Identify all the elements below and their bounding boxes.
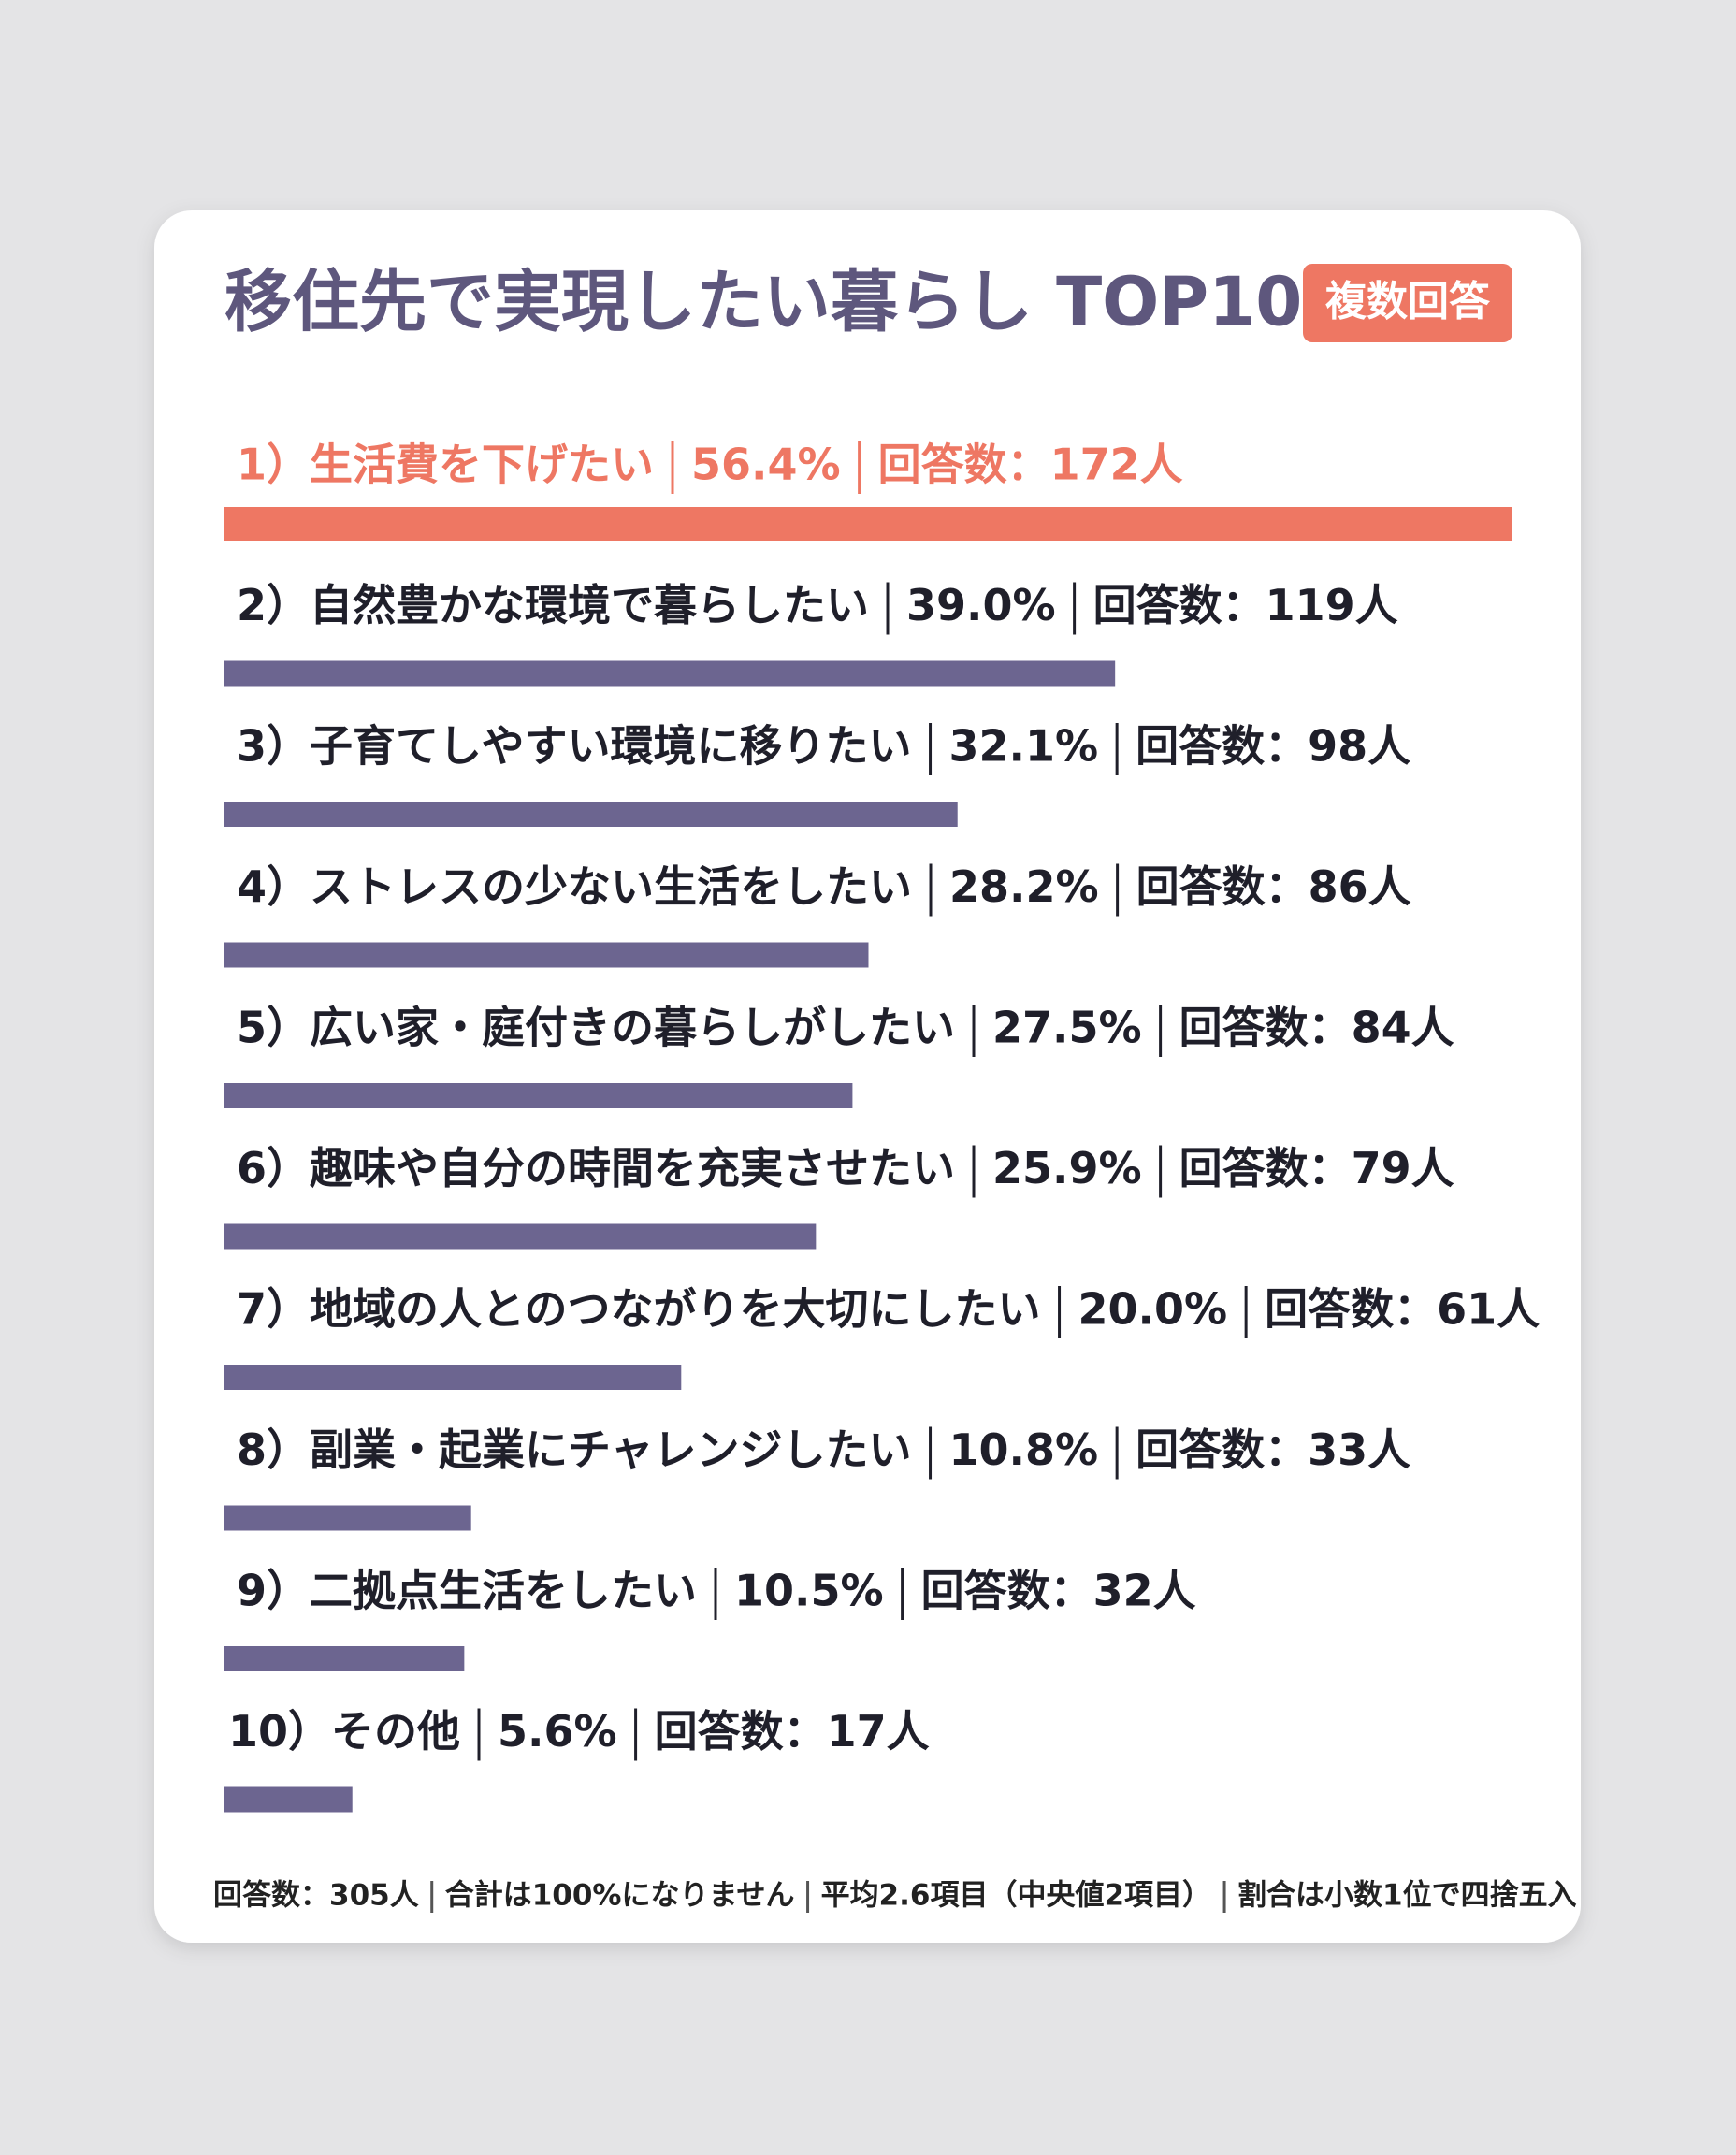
row-label: 1）生活費を下げたい: [237, 440, 654, 490]
row-label: 9）二拠点生活をしたい: [237, 1566, 697, 1616]
row-label: 3）子育てしやすい環境に移りたい: [237, 721, 912, 772]
badge: [1303, 264, 1512, 342]
value-label: 20.0%: [1078, 1284, 1228, 1335]
count-label: 回答数：79人: [1179, 1143, 1454, 1193]
count-label: 回答数：86人: [1136, 861, 1411, 912]
count-label: 回答数：61人: [1265, 1284, 1540, 1335]
card: [154, 210, 1581, 1943]
value-label: 25.9%: [992, 1143, 1142, 1193]
row-label: 7）地域の人とのつながりを大切にしたい: [237, 1284, 1041, 1335]
bar: [224, 1223, 817, 1250]
row-label: 6）趣味や自分の時間を充実させたい: [237, 1143, 955, 1193]
bar: [224, 802, 958, 827]
count-label: 回答数：33人: [1136, 1425, 1410, 1475]
value-label: 28.2%: [949, 861, 1099, 912]
row-label: 4）ストレスの少ない生活をしたい: [237, 861, 912, 912]
row-label: 2）自然豊かな環境で暮らしたい: [237, 580, 869, 630]
footnote: 平均2.6項目（中央値2項目）: [821, 1879, 1212, 1913]
count-label: 回答数：119人: [1093, 580, 1398, 630]
row-label: 5）広い家・庭付きの暮らしがしたい: [237, 1003, 955, 1053]
count-label: 回答数：32人: [921, 1566, 1196, 1616]
bar: [224, 1505, 471, 1531]
bar: [224, 507, 1512, 541]
value-label: 10.5%: [734, 1566, 884, 1616]
badge-text: 複数回答: [1325, 278, 1491, 325]
row-label: 10）その他: [228, 1706, 460, 1757]
count-label: 回答数：172人: [878, 440, 1183, 490]
footnote: 割合は小数1位で四捨五入: [1237, 1879, 1577, 1913]
value-label: 39.0%: [906, 580, 1056, 630]
count-label: 回答数：17人: [655, 1706, 930, 1757]
value-label: 5.6%: [498, 1706, 617, 1757]
count-label: 回答数：98人: [1136, 721, 1410, 772]
count-label: 回答数：84人: [1179, 1003, 1454, 1053]
row-label: 8）副業・起業にチャレンジしたい: [237, 1425, 912, 1475]
bar: [224, 1786, 353, 1813]
bar: [224, 942, 869, 968]
bar: [224, 1365, 682, 1390]
footnote: 回答数：305人: [213, 1879, 419, 1913]
value-label: 27.5%: [992, 1003, 1142, 1053]
bar: [224, 1646, 465, 1671]
footnote: 合計は100%になりません: [445, 1879, 795, 1913]
chart-title: 移住先で実現したい暮らし TOP10: [224, 263, 1302, 341]
value-label: 10.8%: [949, 1425, 1099, 1475]
bar: [224, 660, 1116, 687]
bar: [224, 1083, 853, 1108]
value-label: 56.4%: [691, 440, 841, 490]
value-label: 32.1%: [949, 721, 1099, 772]
